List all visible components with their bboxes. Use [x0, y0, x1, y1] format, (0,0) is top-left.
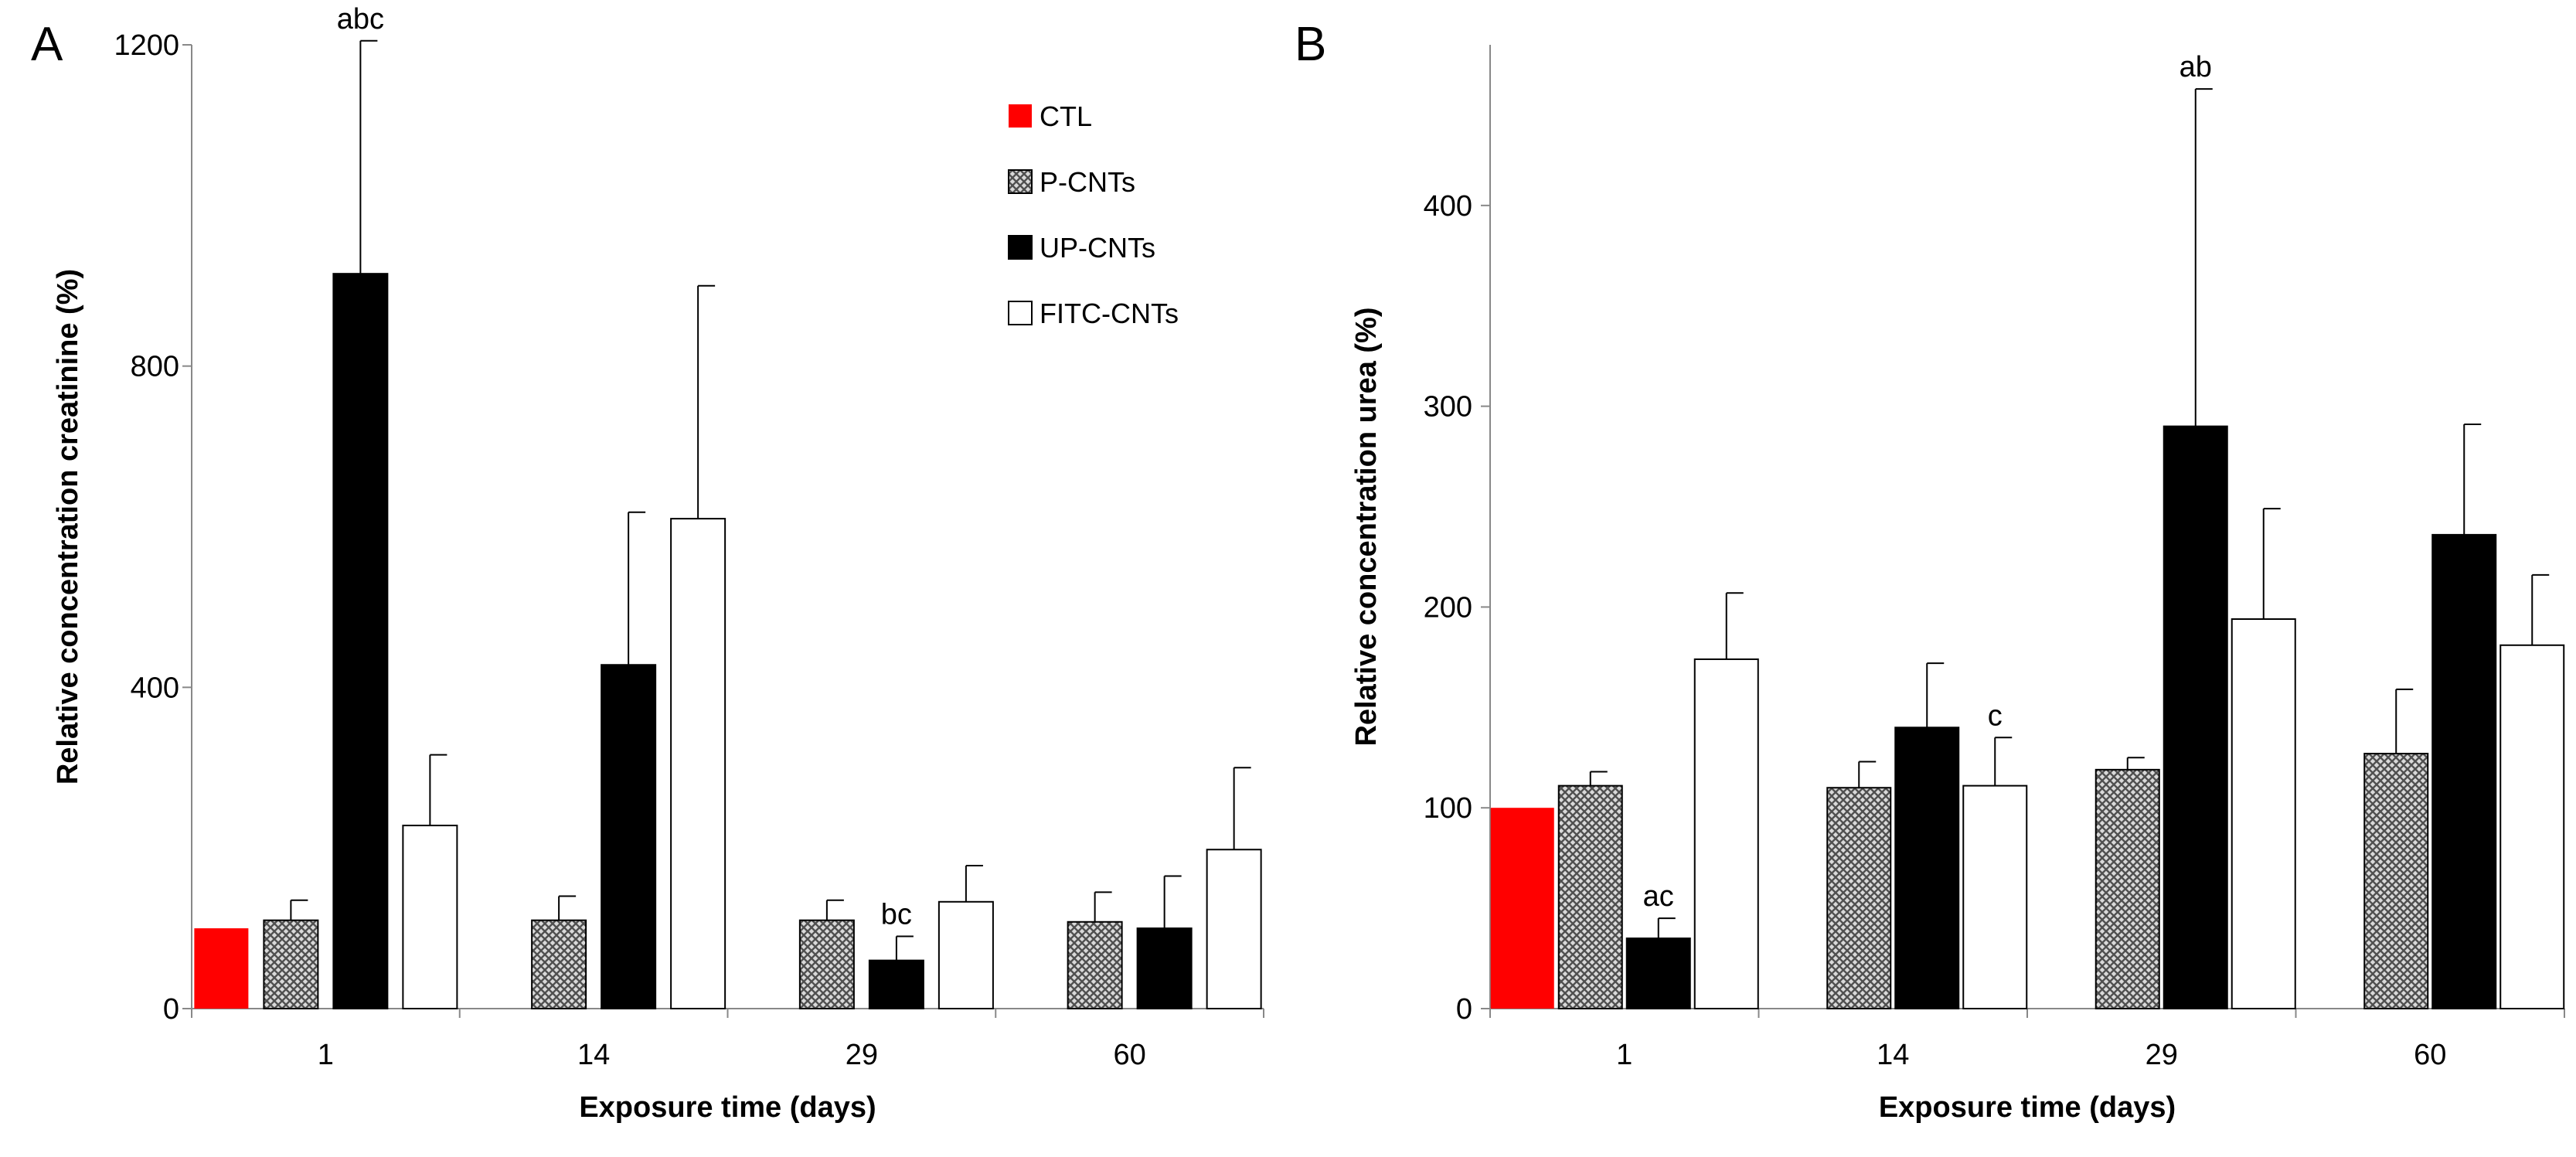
panel-b-bar-fitc-cnts-60: [2499, 644, 2565, 1010]
panel-b-bar-p-cnts-60: [2363, 753, 2429, 1009]
panel-b-bar-up-cnts-14: [1894, 727, 1960, 1010]
panel-a-bar-p-cnts-14: [531, 919, 587, 1009]
panel-b-y-axis-title: Relative concentration urea (%): [1350, 307, 1383, 746]
panel-b-bar-fitc-cnts-1: [1693, 658, 1759, 1010]
panel-a-y-tick-label: 800: [131, 351, 179, 383]
panel-a-y-axis-title: Relative concentration creatinine (%): [52, 269, 84, 784]
panel-b-bar-up-cnts-60: [2431, 533, 2497, 1009]
panel-a-bar-up-cnts-60: [1136, 927, 1193, 1010]
panel-b-x-tick-label: 1: [1616, 1039, 1632, 1071]
chart-panel-a: 0 400 800 1200 1 14 29 60 abc bc Exposure time (da…: [52, 3, 1264, 1124]
panel-letter-a: A: [31, 18, 63, 71]
panel-b-y-tick-label: 300: [1424, 391, 1472, 424]
legend-label-p-cnts: P-CNTs: [1040, 166, 1135, 198]
panel-b-annotation: c: [1988, 699, 2003, 732]
panel-a-annotation: bc: [881, 898, 912, 931]
panel-a-bar-fitc-cnts-14: [670, 518, 727, 1009]
panel-a-bar-fitc-cnts-29: [938, 900, 994, 1010]
panel-b-y-tick-label: 100: [1424, 792, 1472, 825]
panel-a-y-tick-label: 1200: [114, 29, 179, 62]
legend-swatch-up-cnts: [1008, 235, 1033, 260]
panel-b-y-tick-label: 0: [1456, 993, 1472, 1026]
legend-swatch-p-cnts: [1008, 169, 1033, 194]
panel-a-bar-up-cnts-14: [601, 664, 657, 1010]
panel-b-x-tick-label: 29: [2146, 1039, 2178, 1071]
legend: CTL P-CNTs UP-CNTs FITC-CNTs: [1008, 100, 1179, 329]
panel-b-bar-up-cnts-29: [2163, 425, 2228, 1009]
panel-letter-b: B: [1295, 18, 1326, 71]
panel-a-x-tick-label: 29: [846, 1039, 878, 1071]
panel-a-bar-fitc-cnts-1: [402, 825, 458, 1009]
legend-label-ctl: CTL: [1040, 100, 1092, 132]
panel-b-bar-p-cnts-29: [2094, 768, 2160, 1009]
legend-label-up-cnts: UP-CNTs: [1040, 232, 1155, 264]
panel-a-annotation: abc: [337, 3, 384, 36]
panel-b-annotation: ab: [2180, 51, 2212, 83]
panel-a-x-tick-label: 60: [1113, 1039, 1145, 1071]
legend-swatch-fitc-cnts: [1008, 301, 1033, 325]
panel-a-bar-fitc-cnts-60: [1206, 849, 1262, 1009]
panel-a-bar-up-cnts-29: [868, 959, 924, 1010]
panel-b-annotation: ac: [1643, 880, 1674, 913]
panel-b-x-axis-title: Exposure time (days): [1879, 1091, 2176, 1124]
panel-b-bar-p-cnts-14: [1826, 787, 1892, 1010]
panel-a-x-tick-label: 14: [577, 1039, 610, 1071]
panel-a-x-tick-label: 1: [318, 1039, 334, 1071]
panel-b-bar-fitc-cnts-29: [2231, 618, 2296, 1009]
panel-b-y-tick-label: 400: [1424, 190, 1472, 223]
panel-b-x-tick-label: 14: [1877, 1039, 1909, 1071]
panel-a-bar-p-cnts-29: [798, 919, 855, 1009]
panel-a-bar-p-cnts-60: [1067, 920, 1123, 1010]
panel-b-bar-p-cnts-1: [1557, 784, 1623, 1009]
panel-a-x-axis-title: Exposure time (days): [579, 1091, 876, 1124]
chart-panel-b: 0 100 200 300 400 1 14 29 60 ac c ab Exposure time (…: [1350, 45, 2565, 1124]
panel-a-bar-ctl-1: [194, 928, 249, 1009]
panel-b-x-tick-label: 60: [2414, 1039, 2446, 1071]
panel-b-bar-ctl-1: [1490, 808, 1554, 1009]
panel-b-y-tick-label: 200: [1424, 591, 1472, 624]
panel-a-y-tick-label: 400: [131, 672, 179, 704]
panel-a-y-tick-label: 0: [163, 993, 179, 1026]
panel-b-bar-up-cnts-1: [1625, 938, 1691, 1009]
legend-swatch-ctl: [1009, 104, 1032, 128]
panel-a-bar-up-cnts-1: [332, 273, 389, 1010]
legend-label-fitc-cnts: FITC-CNTs: [1040, 298, 1179, 329]
panel-b-bar-fitc-cnts-14: [1962, 784, 2028, 1009]
panel-a-bar-p-cnts-1: [263, 919, 319, 1009]
